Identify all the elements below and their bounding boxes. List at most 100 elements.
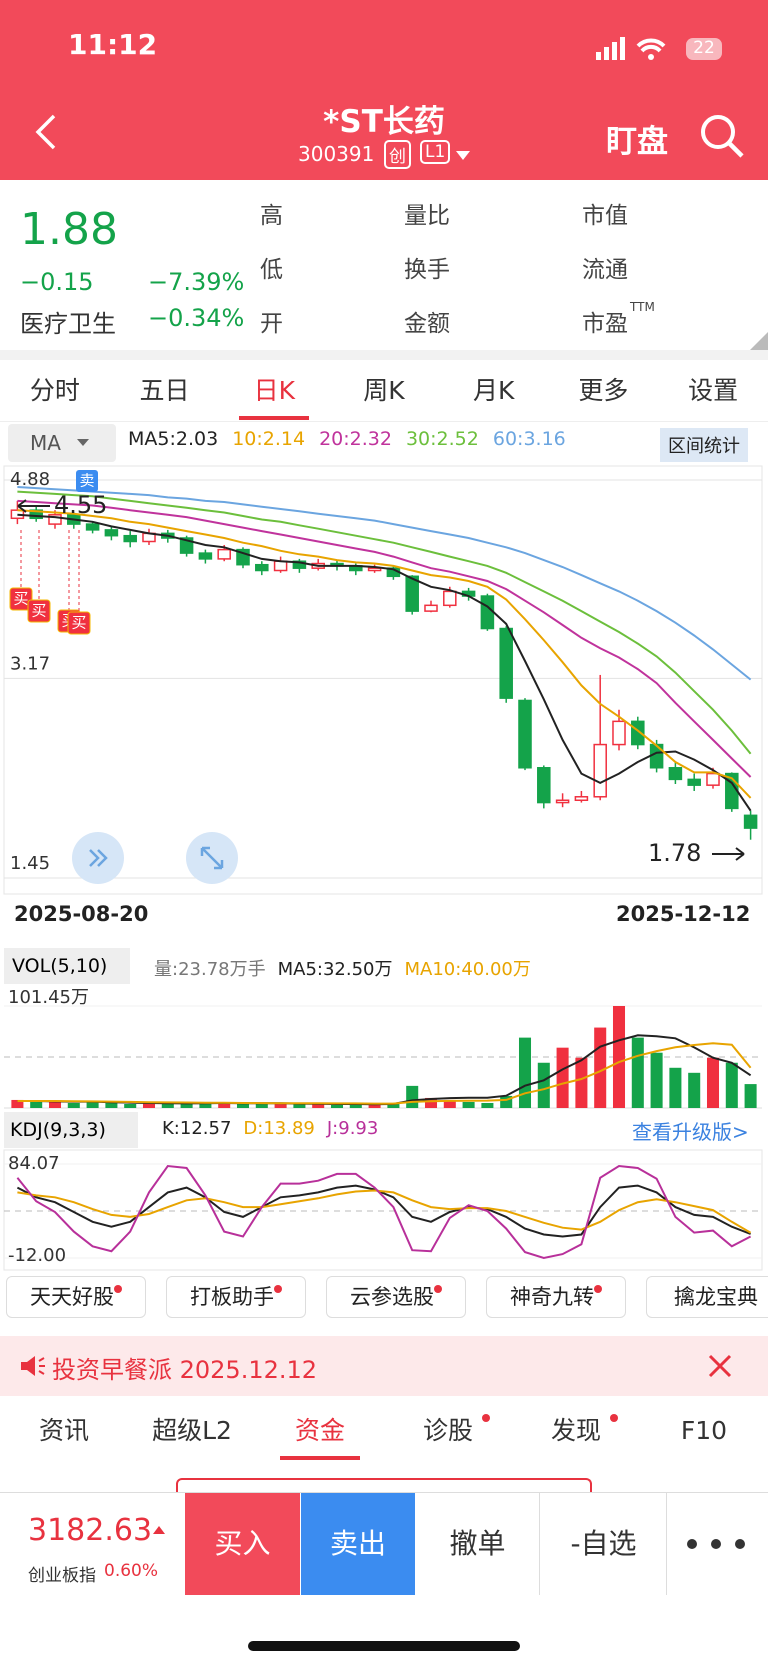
y-tick-label: 1.45: [10, 853, 50, 874]
buy-badge: [27, 599, 51, 623]
volume-bar: [161, 1103, 174, 1108]
bottom-tab[interactable]: 诊股: [422, 1416, 473, 1445]
volume-bar: [199, 1101, 212, 1108]
red-dot: [482, 1414, 490, 1422]
stat-label: 流通: [582, 257, 628, 283]
stat-label: 金额: [404, 311, 450, 337]
tool-button[interactable]: 打板助手: [166, 1276, 306, 1318]
upgrade-link[interactable]: 查看升级版>: [632, 1120, 749, 1144]
volume-bar: [330, 1104, 344, 1108]
dropdown: [77, 439, 89, 446]
footer: 3182.63 创业板指 0.60% 买入 卖出 撤单 -自选: [0, 1492, 768, 1663]
y-tick-label: 3.17: [10, 653, 50, 674]
zoom-icon: [200, 846, 224, 870]
stat-label: 低: [260, 257, 283, 283]
tools: 天天好股 打板助手 云参选股 神奇九转 擒龙宝典: [0, 1276, 768, 1322]
tool-button[interactable]: 擒龙宝典: [646, 1276, 768, 1318]
tool-button[interactable]: 云参选股: [326, 1276, 466, 1318]
close[interactable]: [708, 1354, 732, 1378]
kdj-line: [16, 1164, 752, 1260]
kdj-selector[interactable]: KDJ(9,3,3): [4, 1112, 138, 1148]
bottom-tab[interactable]: 超级L2: [152, 1416, 232, 1445]
dropdown[interactable]: [455, 150, 471, 162]
volume-bar: [481, 1102, 494, 1108]
index-value: 3182.63: [28, 1513, 153, 1548]
volume-bar: [706, 1057, 720, 1108]
volume-bar: [594, 1027, 607, 1108]
buy-label: 买: [71, 614, 86, 632]
red-dot: [114, 1285, 122, 1293]
period-tab[interactable]: 月K: [472, 376, 515, 405]
vol-selector[interactable]: VOL(5,10): [4, 948, 130, 984]
time: 11:12: [68, 28, 158, 61]
period-tab[interactable]: 更多: [578, 376, 629, 405]
kdj-legend: K:12.57 D:13.89 J:9.93: [162, 1118, 390, 1139]
bottom-tab[interactable]: 资讯: [38, 1416, 89, 1445]
ma-line: [17, 513, 752, 812]
candle-body: [424, 604, 438, 612]
price: 1.88: [20, 204, 118, 255]
red-dot: [434, 1285, 442, 1293]
watch-button[interactable]: 盯盘: [606, 124, 668, 160]
volume-bar: [218, 1102, 231, 1108]
volume-bar: [180, 1102, 193, 1108]
index-name: 创业板指: [28, 1566, 96, 1586]
high-annotation: 4.55: [54, 491, 107, 519]
tool-button[interactable]: 天天好股: [6, 1276, 146, 1318]
volume-bar: [650, 1052, 663, 1108]
candle-body: [255, 563, 269, 572]
volume-bar: [443, 1099, 456, 1108]
start-date: 2025-08-20: [14, 902, 149, 926]
buy-badge: [9, 587, 33, 611]
period-tab[interactable]: 日K: [253, 376, 295, 405]
bottom-tab[interactable]: 发现: [550, 1416, 601, 1445]
banner[interactable]: 投资早餐派 2025.12.12: [0, 1336, 768, 1396]
end-date: 2025-12-12: [616, 902, 751, 926]
ma-selector[interactable]: MA: [8, 424, 116, 462]
tool-button[interactable]: 神奇九转: [486, 1276, 626, 1318]
buy-badge: [67, 611, 91, 635]
ma-line: [17, 509, 752, 799]
search[interactable]: [698, 112, 746, 160]
volume-bar: [537, 1062, 550, 1108]
candle-body: [612, 720, 626, 746]
volume-bar: [556, 1047, 569, 1108]
y-tick-label: 84.07: [8, 1153, 60, 1174]
period-tabs: 分时 五日 日K 周K 月K 更多 设置: [0, 362, 768, 422]
watchlist-button[interactable]: -自选: [541, 1493, 667, 1595]
volume-bar: [387, 1102, 400, 1108]
volume-bar: [575, 1057, 588, 1108]
range-stats[interactable]: 区间统计: [660, 428, 748, 462]
vol-legend: 量:23.78万手 MA5:32.50万 MA10:40.00万: [154, 955, 543, 981]
volume-bar: [48, 1100, 62, 1108]
cancel-button[interactable]: 撤单: [416, 1493, 540, 1595]
bottom-tab[interactable]: 资金: [294, 1416, 345, 1445]
divider: [0, 350, 768, 360]
period-tab[interactable]: 五日: [139, 376, 190, 405]
low-annotation: 1.78: [648, 839, 701, 867]
candle-body: [48, 514, 62, 525]
index-pct: 0.60%: [104, 1561, 159, 1581]
volume-bar: [11, 1099, 24, 1108]
period-tab[interactable]: 设置: [688, 376, 739, 405]
period-tab[interactable]: 周K: [363, 376, 405, 405]
buy-label: 买: [13, 590, 28, 608]
battery: 22: [693, 38, 715, 58]
back[interactable]: [32, 112, 62, 152]
candle-body: [537, 767, 551, 804]
volume-bar: [518, 1037, 532, 1108]
stat-label: 市盈: [582, 311, 628, 337]
buy-button[interactable]: 买入: [185, 1493, 300, 1595]
candle-body: [217, 548, 231, 560]
period-tab[interactable]: 分时: [29, 376, 80, 405]
candle-body: [29, 509, 43, 520]
bottom-tab[interactable]: F10: [680, 1416, 728, 1445]
change-pct: −7.39%: [148, 268, 245, 296]
stat-label: 量比: [404, 203, 450, 229]
sector-pct: −0.34%: [148, 304, 245, 332]
volume-bar: [255, 1103, 268, 1108]
volume-bar: [744, 1084, 757, 1108]
more[interactable]: [684, 1537, 748, 1551]
sell-button[interactable]: 卖出: [301, 1493, 415, 1595]
